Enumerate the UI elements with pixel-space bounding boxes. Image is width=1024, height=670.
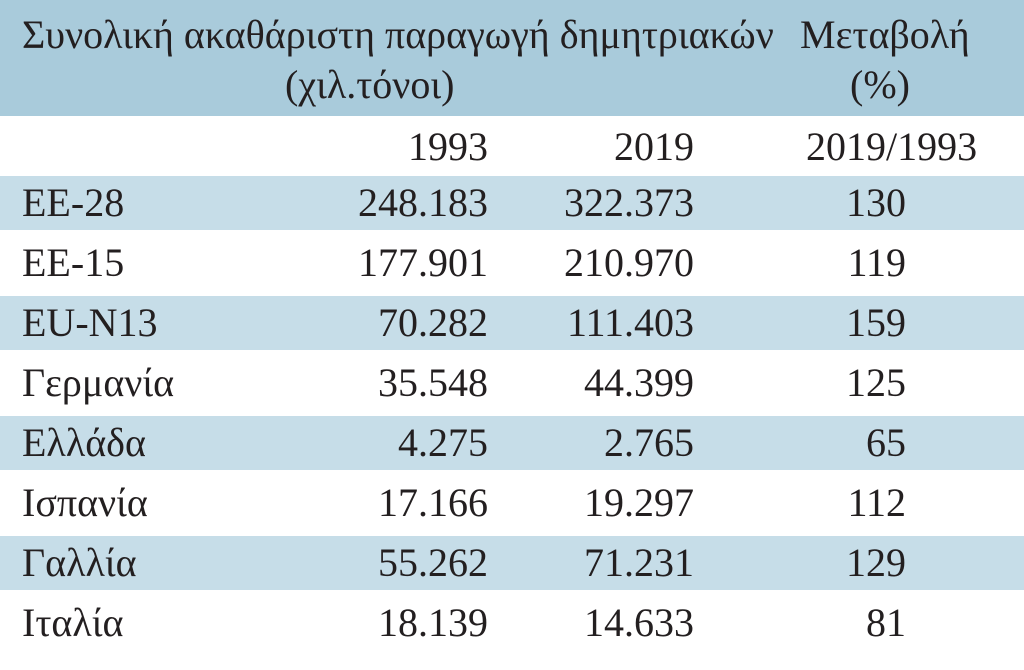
- region-name: ΕΕ-15: [22, 240, 125, 285]
- value-2019: 71.231: [584, 540, 694, 585]
- change-title-unit: (%): [850, 62, 910, 107]
- change-value: 81: [866, 600, 906, 645]
- table-row: EU-N13 70.282 111.403 159: [0, 296, 1024, 350]
- year-2019-header: 2019: [614, 124, 694, 169]
- value-2019: 210.970: [564, 240, 694, 285]
- change-title-line1: Μεταβολή: [800, 12, 970, 57]
- value-1993: 35.548: [378, 360, 488, 405]
- value-1993: 17.166: [378, 480, 488, 525]
- value-1993: 4.275: [398, 420, 488, 465]
- table-row: ΕΕ-28 248.183 322.373 130: [0, 176, 1024, 230]
- change-value: 159: [846, 300, 906, 345]
- change-period-header: 2019/1993: [806, 124, 978, 169]
- region-name: Ισπανία: [22, 480, 148, 525]
- production-title-line1: Συνολική ακαθάριστη παραγωγή δημητριακών: [22, 12, 774, 57]
- table-subheader: 1993 2019 2019/1993: [0, 116, 1024, 176]
- table-row: Ιταλία 18.139 14.633 81: [0, 596, 1024, 650]
- value-2019: 44.399: [584, 360, 694, 405]
- value-2019: 2.765: [604, 420, 694, 465]
- change-value: 129: [846, 540, 906, 585]
- value-1993: 18.139: [378, 600, 488, 645]
- region-name: Γερμανία: [22, 360, 175, 405]
- table-row: Ελλάδα 4.275 2.765 65: [0, 416, 1024, 470]
- region-name: EU-N13: [22, 300, 158, 345]
- table-header: Συνολική ακαθάριστη παραγωγή δημητριακών…: [0, 0, 1024, 116]
- change-value: 112: [847, 480, 906, 525]
- value-1993: 70.282: [378, 300, 488, 345]
- value-2019: 19.297: [584, 480, 694, 525]
- change-value: 125: [846, 360, 906, 405]
- value-2019: 111.403: [566, 300, 694, 345]
- table-row: Γαλλία 55.262 71.231 129: [0, 536, 1024, 590]
- value-1993: 55.262: [378, 540, 488, 585]
- value-2019: 14.633: [584, 600, 694, 645]
- value-1993: 248.183: [358, 180, 488, 225]
- year-1993-header: 1993: [408, 124, 488, 169]
- region-name: Ιταλία: [22, 600, 124, 645]
- change-value: 65: [866, 420, 906, 465]
- table-row: Ισπανία 17.166 19.297 112: [0, 476, 1024, 530]
- value-1993: 177.901: [358, 240, 488, 285]
- change-value: 130: [846, 180, 906, 225]
- region-name: Γαλλία: [22, 540, 137, 585]
- region-name: ΕΕ-28: [22, 180, 125, 225]
- region-name: Ελλάδα: [22, 420, 146, 465]
- value-2019: 322.373: [564, 180, 694, 225]
- production-title-unit: (χιλ.τόνοι): [285, 62, 455, 107]
- table-row: ΕΕ-15 177.901 210.970 119: [0, 236, 1024, 290]
- table-row: Γερμανία 35.548 44.399 125: [0, 356, 1024, 410]
- change-value: 119: [847, 240, 906, 285]
